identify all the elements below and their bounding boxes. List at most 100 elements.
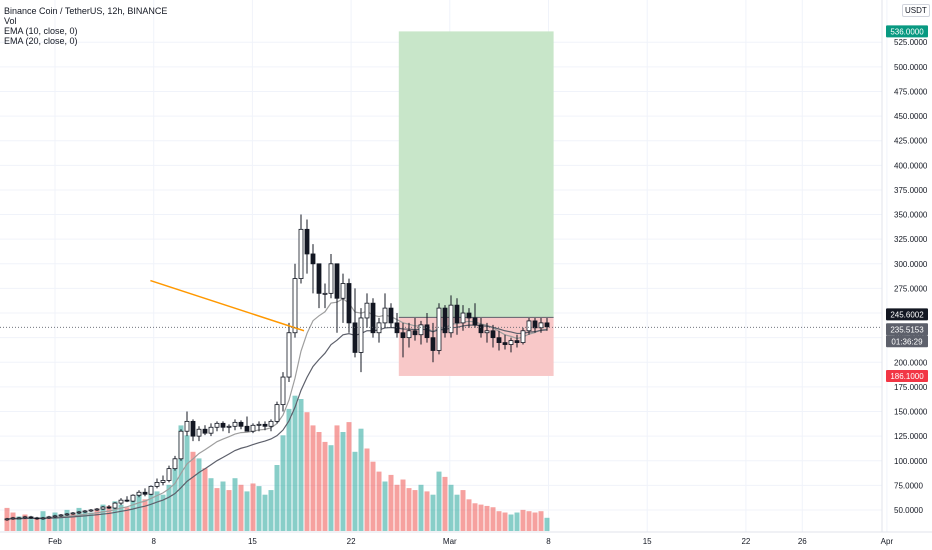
chart-legend: Binance Coin / TetherUS, 12h, BINANCE Vo… bbox=[4, 6, 167, 46]
y-tick-label: 400.0000 bbox=[894, 161, 928, 170]
candle-body bbox=[424, 324, 430, 339]
candle-body bbox=[16, 517, 22, 520]
volume-bar bbox=[310, 425, 316, 531]
volume-bar bbox=[256, 486, 262, 531]
volume-bar bbox=[358, 428, 364, 531]
volume-bar bbox=[64, 509, 70, 531]
candle-body bbox=[394, 322, 400, 334]
volume-bar bbox=[292, 395, 298, 531]
legend-ema-20[interactable]: EMA (20, close, 0) bbox=[4, 36, 78, 46]
volume-bar bbox=[232, 478, 238, 531]
volume-bar bbox=[280, 435, 286, 531]
volume-bar bbox=[508, 514, 514, 531]
y-tick-label: 150.0000 bbox=[894, 408, 928, 417]
volume-bar bbox=[466, 499, 472, 531]
x-tick-label: Feb bbox=[48, 537, 62, 546]
candle-body bbox=[262, 423, 268, 427]
candle-body bbox=[310, 253, 316, 265]
y-tick-label: 525.0000 bbox=[894, 38, 928, 47]
candle-body bbox=[532, 320, 538, 329]
currency-label[interactable]: USDT bbox=[902, 4, 930, 17]
candle-body bbox=[94, 508, 100, 511]
candle-body bbox=[412, 330, 418, 336]
candle-body bbox=[460, 312, 466, 324]
time-scale[interactable]: Feb 8 15 22 Mar 8 15 22 26 Apr bbox=[48, 537, 893, 546]
volume-bar bbox=[196, 458, 202, 531]
volume-bar bbox=[520, 509, 526, 531]
y-tick-label: 275.0000 bbox=[894, 284, 928, 293]
volume-bar bbox=[328, 445, 334, 531]
volume-bar bbox=[388, 474, 394, 531]
x-tick-label: Mar bbox=[443, 537, 457, 546]
volume-bar bbox=[352, 451, 358, 531]
candle-body bbox=[328, 263, 334, 294]
entry-price-tag: 245.6002 bbox=[890, 310, 924, 319]
volume-bar bbox=[382, 481, 388, 531]
target-zone bbox=[398, 31, 554, 318]
y-tick-label: 450.0000 bbox=[894, 112, 928, 121]
candle-body bbox=[88, 509, 94, 512]
candle-body bbox=[220, 422, 226, 428]
x-tick-label: 22 bbox=[347, 537, 356, 546]
volume-bar bbox=[112, 501, 118, 531]
candle-body bbox=[10, 517, 16, 520]
volume-bar bbox=[496, 511, 502, 531]
candle-body bbox=[538, 322, 544, 329]
target-price-tag: 536.0000 bbox=[890, 27, 924, 36]
volume-bar bbox=[484, 505, 490, 531]
volume-bar bbox=[250, 483, 256, 531]
candle-body bbox=[442, 307, 448, 334]
volume-bar bbox=[526, 511, 532, 531]
volume-bar bbox=[412, 490, 418, 531]
candle-body bbox=[34, 517, 40, 520]
volume-bar bbox=[166, 484, 172, 531]
candle-body bbox=[352, 322, 358, 353]
trendline bbox=[150, 279, 305, 332]
candle-body bbox=[418, 324, 424, 336]
long-position-tool[interactable] bbox=[398, 31, 554, 376]
candle-body bbox=[382, 307, 388, 324]
candle-body bbox=[166, 468, 172, 481]
candle-body bbox=[4, 518, 10, 521]
symbol-title[interactable]: Binance Coin / TetherUS, 12h, BINANCE bbox=[4, 6, 168, 16]
x-tick-label: 8 bbox=[546, 537, 551, 546]
y-tick-label: 325.0000 bbox=[894, 235, 928, 244]
volume-bar bbox=[370, 461, 376, 531]
candle-body bbox=[226, 425, 232, 428]
y-tick-label: 375.0000 bbox=[894, 186, 928, 195]
y-tick-label: 50.0000 bbox=[894, 506, 923, 515]
volume-bar bbox=[172, 465, 178, 531]
candle-body bbox=[178, 430, 184, 460]
candle-body bbox=[82, 510, 88, 513]
x-tick-label: 26 bbox=[798, 537, 807, 546]
legend-ema-10[interactable]: EMA (10, close, 0) bbox=[4, 26, 78, 36]
trendline-drawing[interactable] bbox=[150, 279, 305, 332]
x-tick-label: 22 bbox=[741, 537, 750, 546]
volume-bar bbox=[340, 432, 346, 531]
entry-price-tag-bg bbox=[886, 308, 928, 321]
candle-body bbox=[508, 340, 514, 345]
candle-body bbox=[160, 480, 166, 483]
volume-bar bbox=[22, 514, 28, 531]
volume-bar bbox=[448, 484, 454, 531]
x-tick-label: 15 bbox=[248, 537, 257, 546]
candle-body bbox=[322, 292, 328, 295]
candle-body bbox=[214, 422, 220, 428]
volume-bar bbox=[148, 490, 154, 531]
legend-vol[interactable]: Vol bbox=[4, 16, 17, 26]
candle-body bbox=[238, 421, 244, 427]
volume-bar bbox=[544, 517, 550, 531]
candle-body bbox=[376, 322, 382, 334]
volume-bar bbox=[10, 512, 16, 531]
candle-body bbox=[484, 330, 490, 334]
volume-bar bbox=[502, 512, 508, 531]
y-tick-label: 425.0000 bbox=[894, 137, 928, 146]
candle-body bbox=[316, 263, 322, 294]
x-tick-label: 8 bbox=[151, 537, 156, 546]
volume-bar bbox=[400, 479, 406, 531]
candle-body bbox=[430, 337, 436, 351]
candle-body bbox=[106, 506, 112, 509]
candle-body bbox=[346, 283, 352, 324]
candle-body bbox=[436, 307, 442, 351]
